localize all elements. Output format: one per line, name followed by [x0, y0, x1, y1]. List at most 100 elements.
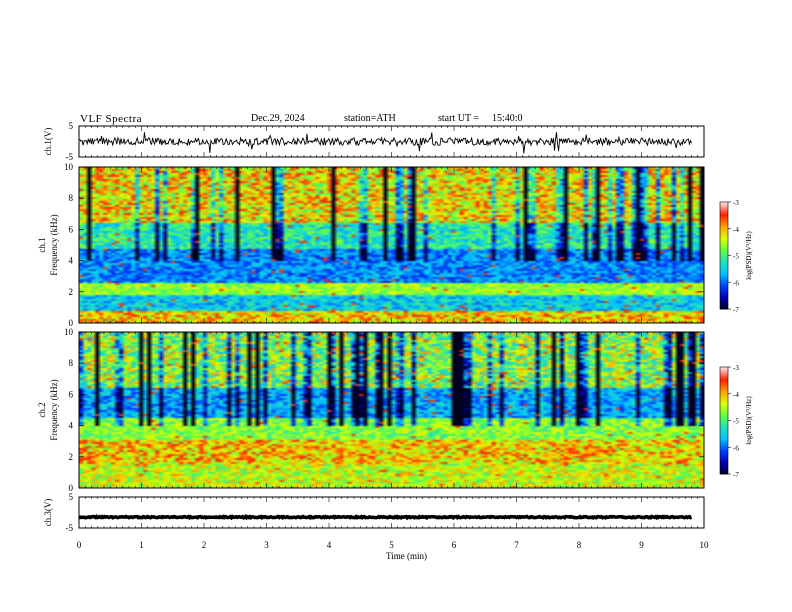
ch1-spectrogram-colorbar-cell [720, 278, 728, 281]
ch1-spectrogram-colorbar-cell [720, 207, 728, 210]
ch2-spectrogram-colorbar-cell [720, 397, 728, 400]
ch1-spectrogram-colorbar-cell [720, 234, 728, 237]
ch2-spectrogram-colorbar-cell [720, 461, 728, 464]
ch1-spectrogram-colorbar-cell [720, 280, 728, 283]
ch1-spectrogram-ytick-label: 4 [69, 256, 74, 266]
ch1-spectrogram-colorbar-label: log(PSD)(V²/Hz) [745, 231, 753, 280]
ch2-spectrogram-ytick-label: 6 [69, 389, 74, 399]
station-label: station=ATH [344, 113, 396, 124]
xtick-label: 0 [77, 540, 82, 550]
ch2-spectrogram-ytick-label: 10 [64, 327, 74, 337]
ch1-spectrogram-colorbar-cell [720, 216, 728, 219]
ch1-spectrogram-colorbar-cell [720, 248, 728, 251]
ch2-spectrogram-colorbar-cell [720, 454, 728, 457]
ch2-spectrogram-colorbar-cell [720, 452, 728, 455]
ch1-spectrogram-ytick-label: 6 [69, 224, 74, 234]
ch1-spectrogram-colorbar-cell [720, 284, 728, 287]
ch2-spectrogram-colorbar-cell [720, 415, 728, 418]
ch1-spectrogram-colorbar-cell [720, 259, 728, 262]
ch1-spectrogram-colorbar-cell [720, 237, 728, 240]
ch1-spectrogram-ytick-label: 8 [69, 193, 74, 203]
ch1-spectrogram-colorbar-cell [720, 294, 728, 298]
ch1-spectrogram-colorbar-cell [720, 230, 728, 233]
ch1-spectrogram-colorbar-cell [720, 287, 728, 290]
ch2-spectrogram-colorbar-cell [720, 416, 728, 420]
ch3-ytick-label: -5 [66, 523, 74, 533]
ch2-spectrogram-colorbar-cell [720, 427, 728, 430]
ch2-spectrogram-colorbar-cell [720, 420, 728, 423]
ch1-spectrogram-ytick-label: 0 [69, 318, 74, 328]
ch2-spectrogram-colorbar-cell [720, 441, 728, 445]
start-time-label: 15:40:0 [492, 113, 523, 124]
ch1-spectrogram-colorbar-cell [720, 244, 728, 248]
ch2-spectrogram-colorbar-cell [720, 472, 728, 475]
ch1-spectrogram-colorbar-cell [720, 235, 728, 239]
ch1-spectrogram-colorbar-tick-label: -5 [733, 253, 739, 261]
ch1-spectrogram-colorbar-cell [720, 214, 728, 217]
ch1-spectrogram-colorbar-cell [720, 241, 728, 244]
ch1-spectrogram-colorbar-cell [720, 251, 728, 255]
ch1-spectrogram-ylabel-frequency: Frequency (kHz) [49, 214, 59, 275]
ch2-spectrogram-ytick-label: 0 [69, 483, 74, 493]
ch1-spectrogram-colorbar-cell [720, 212, 728, 215]
ch2-spectrogram-colorbar-cell [720, 375, 728, 379]
ch1-spectrogram-colorbar-cell [720, 296, 728, 299]
ch2-spectrogram-colorbar-cell [720, 411, 728, 414]
xtick-label: 5 [389, 540, 394, 550]
ch1-spectrogram-colorbar-cell [720, 203, 728, 207]
ch1-spectrogram-colorbar-tick-label: -3 [733, 199, 739, 207]
ch1-spectrogram-colorbar-cell [720, 289, 728, 292]
ch1-spectrogram-colorbar-cell [720, 292, 728, 296]
ch1-spectrogram-colorbar-cell [720, 246, 728, 249]
ch2-spectrogram-colorbar-cell [720, 368, 728, 372]
ch2-spectrogram-colorbar-cell [720, 429, 728, 432]
ch2-spectrogram-colorbar-cell [720, 468, 728, 471]
ch1-spectrogram-colorbar-cell [720, 264, 728, 267]
ch2-spectrogram-colorbar-cell [720, 440, 728, 443]
ch1-spectrogram-colorbar-cell [720, 266, 728, 269]
ch2-spectrogram-colorbar-cell [720, 424, 728, 427]
xtick-label: 3 [264, 540, 269, 550]
date-label: Dec.29, 2024 [251, 113, 305, 124]
ch1-spectrogram-colorbar-cell [720, 303, 728, 306]
ch2-spectrogram-colorbar-cell [720, 395, 728, 398]
ch2-spectrogram-colorbar-cell [720, 402, 728, 405]
ch2-spectrogram-colorbar-cell [720, 374, 728, 377]
ch1-spectrogram-colorbar-cell [720, 223, 728, 226]
xtick-label: 7 [514, 540, 519, 550]
ch2-spectrogram-colorbar-tick-label: -3 [733, 364, 739, 372]
ch2-spectrogram-colorbar-cell [720, 438, 728, 441]
ch1-spectrogram-colorbar-cell [720, 262, 728, 265]
ch1-spectrogram-colorbar-cell [720, 267, 728, 271]
ch2-spectrogram-colorbar-cell [720, 383, 728, 386]
xtick-label: 6 [452, 540, 457, 550]
ch1-spectrogram-colorbar-cell [720, 273, 728, 276]
xtick-label: 4 [327, 540, 332, 550]
ch1-spectrogram-colorbar-cell [720, 250, 728, 253]
start-ut-label: start UT = [438, 113, 480, 124]
ch1-spectrogram-colorbar-cell [720, 255, 728, 258]
xtick-label: 1 [139, 540, 144, 550]
ch2-spectrogram-image [79, 332, 704, 488]
ch1-spectrogram-colorbar-cell [720, 243, 728, 246]
xtick-label: 2 [202, 540, 207, 550]
ch1-spectrogram-colorbar-cell [720, 305, 728, 308]
ch1-spectrogram-colorbar-cell [720, 253, 728, 256]
ch2-spectrogram-colorbar-cell [720, 470, 728, 473]
ch1-spectrogram-colorbar-cell [720, 226, 728, 230]
ch1-spectrogram-colorbar-cell [720, 232, 728, 235]
ch1-spectrogram-ytick-label: 2 [69, 287, 74, 297]
ch2-spectrogram-colorbar-cell [720, 413, 728, 416]
ch2-spectrogram-colorbar-cell [720, 450, 728, 454]
xtick-label: 8 [577, 540, 582, 550]
ch1-spectrogram-colorbar-cell [720, 239, 728, 242]
ch1-spectrogram-colorbar-cell [720, 269, 728, 273]
ch2-spectrogram-ytick-label: 8 [69, 358, 74, 368]
ch1-ytick-label: 5 [69, 121, 74, 131]
ch3-series-line [78, 513, 693, 521]
ch1-spectrogram-colorbar-cell [720, 276, 728, 280]
ch2-spectrogram-colorbar-cell [720, 372, 728, 375]
ch2-spectrogram-colorbar-cell [720, 393, 728, 397]
ch2-spectrogram-colorbar-cell [720, 463, 728, 466]
